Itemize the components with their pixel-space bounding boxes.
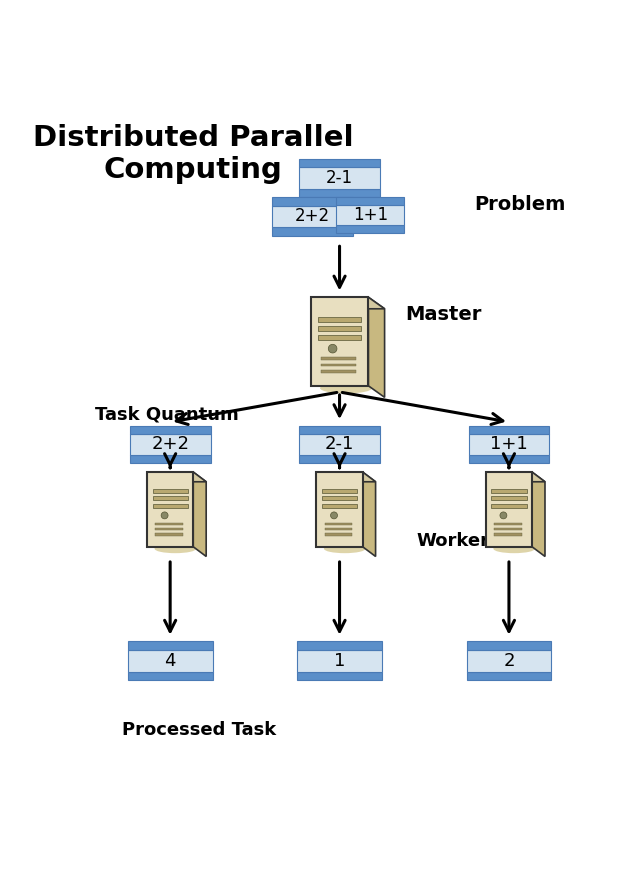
Text: Distributed Parallel
Computing: Distributed Parallel Computing: [33, 124, 353, 184]
Bar: [322, 496, 357, 501]
Bar: [272, 206, 353, 227]
Bar: [321, 363, 356, 366]
Polygon shape: [147, 472, 206, 482]
Bar: [128, 650, 212, 672]
Text: 1: 1: [334, 652, 345, 670]
Bar: [337, 205, 404, 225]
Polygon shape: [532, 472, 545, 556]
Bar: [147, 472, 193, 547]
Polygon shape: [193, 472, 206, 556]
Bar: [130, 434, 211, 455]
Text: Problem: Problem: [474, 196, 566, 214]
Bar: [322, 504, 357, 508]
Bar: [299, 189, 380, 198]
Circle shape: [500, 512, 507, 519]
Bar: [156, 528, 183, 531]
Ellipse shape: [154, 544, 196, 553]
Bar: [272, 227, 353, 236]
Bar: [324, 533, 353, 535]
Text: 2-1: 2-1: [326, 169, 353, 187]
Bar: [297, 641, 382, 650]
Text: 2+2: 2+2: [295, 207, 330, 225]
Text: 4: 4: [164, 652, 176, 670]
Bar: [468, 455, 549, 462]
Bar: [492, 496, 527, 501]
Bar: [322, 489, 357, 493]
Bar: [486, 472, 532, 547]
Bar: [299, 159, 380, 167]
Text: Processed Task: Processed Task: [122, 721, 276, 739]
Bar: [299, 434, 380, 455]
Bar: [128, 641, 212, 650]
Polygon shape: [363, 472, 376, 556]
Circle shape: [328, 345, 337, 353]
Bar: [152, 489, 188, 493]
Bar: [299, 455, 380, 462]
Bar: [310, 298, 369, 385]
Circle shape: [161, 512, 168, 519]
Text: 1+1: 1+1: [490, 435, 528, 454]
Bar: [156, 523, 183, 525]
Text: Task Quantum: Task Quantum: [95, 405, 239, 424]
Bar: [494, 523, 522, 525]
Polygon shape: [369, 298, 385, 397]
Bar: [317, 326, 362, 331]
Ellipse shape: [324, 544, 365, 553]
Bar: [130, 426, 211, 434]
Bar: [492, 504, 527, 508]
Circle shape: [330, 512, 337, 519]
Bar: [321, 369, 356, 372]
Bar: [494, 533, 522, 535]
Bar: [467, 672, 551, 680]
Bar: [130, 455, 211, 462]
Bar: [324, 523, 353, 525]
Bar: [128, 672, 212, 680]
Bar: [317, 317, 362, 323]
Bar: [468, 426, 549, 434]
Polygon shape: [316, 472, 376, 482]
Text: 1+1: 1+1: [353, 206, 388, 224]
Bar: [337, 225, 404, 233]
Ellipse shape: [320, 383, 372, 393]
Bar: [467, 650, 551, 672]
Polygon shape: [310, 298, 385, 309]
Bar: [297, 650, 382, 672]
Bar: [316, 472, 363, 547]
Bar: [494, 528, 522, 531]
Polygon shape: [486, 472, 545, 482]
Text: Master: Master: [405, 305, 481, 323]
Text: 2+2: 2+2: [151, 435, 189, 454]
Bar: [492, 489, 527, 493]
Text: Workers: Workers: [417, 532, 500, 550]
Bar: [321, 357, 356, 360]
Bar: [152, 496, 188, 501]
Bar: [299, 426, 380, 434]
Bar: [272, 198, 353, 206]
Bar: [468, 434, 549, 455]
Bar: [324, 528, 353, 531]
Bar: [467, 641, 551, 650]
Bar: [317, 335, 362, 340]
Text: 2-1: 2-1: [325, 435, 354, 454]
Text: 2: 2: [503, 652, 515, 670]
Bar: [297, 672, 382, 680]
Bar: [299, 167, 380, 189]
Bar: [156, 533, 183, 535]
Bar: [337, 198, 404, 205]
Bar: [152, 504, 188, 508]
Ellipse shape: [493, 544, 535, 553]
